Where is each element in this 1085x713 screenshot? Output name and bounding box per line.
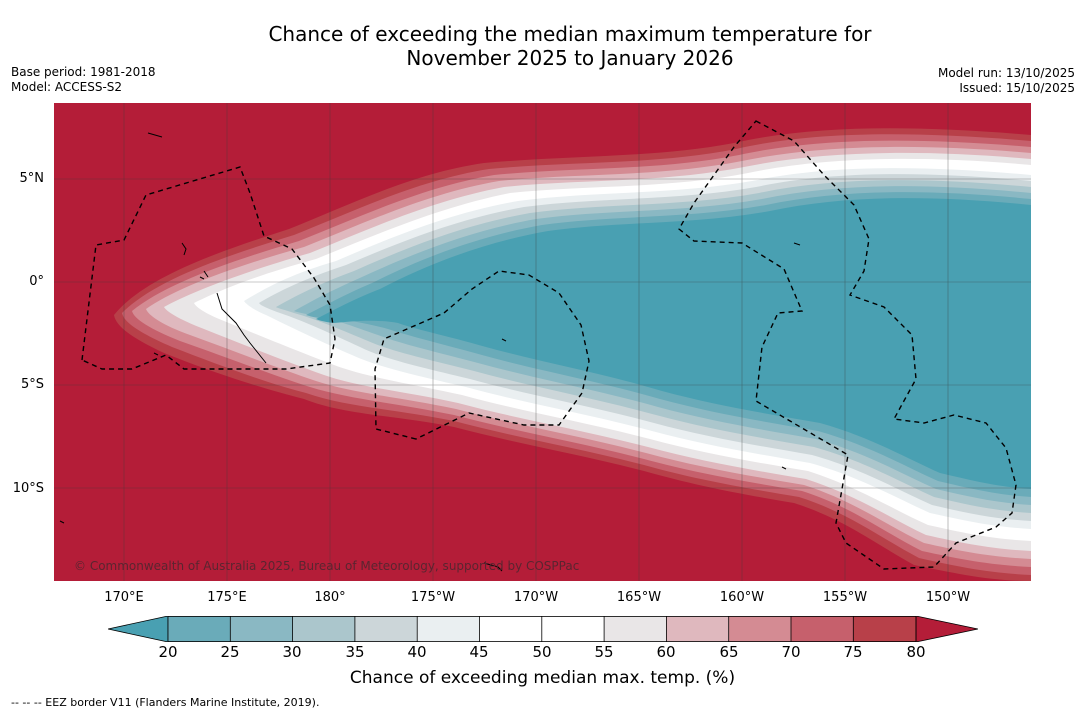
meta-right: Model run: 13/10/2025 Issued: 15/10/2025 <box>938 66 1075 96</box>
colorbar-under-arrow <box>108 616 169 642</box>
colorbar-label: Chance of exceeding median max. temp. (%… <box>349 668 736 688</box>
colorbar-bin-40-45 <box>417 616 480 642</box>
colorbar-bin-25-30 <box>230 616 293 642</box>
eez-borders <box>81 120 1017 570</box>
lon-label-175e: 175°E <box>207 590 247 605</box>
eez-footnote: -- -- -- EEZ border V11 (Flanders Marine… <box>11 696 320 709</box>
island <box>483 562 503 572</box>
cbar-tick-60: 60 <box>656 643 676 661</box>
island <box>203 270 209 278</box>
colorbar-bin-70-75 <box>791 616 854 642</box>
colorbar-bin-35-40 <box>354 616 418 642</box>
contour-band-below-20 <box>316 198 1031 489</box>
cbar-tick-20: 20 <box>158 643 178 661</box>
cbar-tick-40: 40 <box>407 643 427 661</box>
copyright-notice: © Commonwealth of Australia 2025, Bureau… <box>74 559 580 573</box>
island <box>59 520 65 524</box>
map-svg <box>54 103 1031 581</box>
eez-kiribati-phoenix <box>374 270 590 440</box>
colorbar-dividers <box>229 616 854 642</box>
lat-label-5s: 5°S <box>20 377 44 392</box>
cbar-tick-55: 55 <box>594 643 614 661</box>
colorbar-bin-45-50 <box>479 616 542 642</box>
lon-label-165w: 165°W <box>616 590 662 605</box>
islands <box>59 132 801 572</box>
lon-label-155w: 155°W <box>822 590 868 605</box>
colorbar-over-arrow <box>915 616 978 642</box>
model-name: Model: ACCESS-S2 <box>11 80 123 94</box>
colorbar-bin-65-70 <box>728 616 791 642</box>
island <box>216 292 267 364</box>
lon-label-180: 180° <box>314 590 346 605</box>
cbar-tick-50: 50 <box>532 643 552 661</box>
meta-left: Base period: 1981-2018 Model: ACCESS-S2 <box>11 65 156 95</box>
colorbar-bin-60-65 <box>666 616 729 642</box>
island <box>199 276 205 280</box>
model-run: Model run: 13/10/2025 <box>937 66 1075 80</box>
colorbar-frame <box>167 616 917 642</box>
lon-label-150w: 150°W <box>925 590 971 605</box>
lon-label-170e: 170°E <box>104 590 144 605</box>
island <box>153 352 159 356</box>
island <box>781 466 787 470</box>
map-title: Chance of exceeding the median maximum t… <box>0 22 1085 70</box>
lat-label-5n: 5°N <box>19 171 45 186</box>
lat-label-0: 0° <box>29 274 44 289</box>
lon-label-160w: 160°W <box>719 590 765 605</box>
lat-label-10s: 10°S <box>12 481 44 496</box>
colorbar <box>108 616 978 642</box>
island <box>181 242 187 256</box>
colorbar-bin-55-60 <box>604 616 667 642</box>
colorbar-bin-75-80 <box>853 616 916 642</box>
title-line-2: November 2025 to January 2026 <box>406 46 734 70</box>
cbar-tick-45: 45 <box>469 643 489 661</box>
issued-date: Issued: 15/10/2025 <box>959 81 1075 95</box>
cbar-tick-30: 30 <box>282 643 302 661</box>
cbar-tick-25: 25 <box>220 643 240 661</box>
island <box>147 132 163 138</box>
map-panel: © Commonwealth of Australia 2025, Bureau… <box>54 103 1031 581</box>
title-line-1: Chance of exceeding the median maximum t… <box>268 22 872 46</box>
island <box>501 338 507 342</box>
cbar-tick-80: 80 <box>906 643 926 661</box>
cbar-tick-70: 70 <box>781 643 801 661</box>
cbar-tick-75: 75 <box>843 643 863 661</box>
colorbar-bin-50-55 <box>541 616 605 642</box>
cbar-tick-65: 65 <box>719 643 739 661</box>
colorbar-bin-30-35 <box>292 616 355 642</box>
base-period: Base period: 1981-2018 <box>11 65 156 79</box>
graticule <box>54 103 1031 581</box>
cbar-tick-35: 35 <box>345 643 365 661</box>
lon-label-170w: 170°W <box>513 590 559 605</box>
colorbar-bin-20-25 <box>168 616 231 642</box>
lon-label-175w: 175°W <box>410 590 456 605</box>
island <box>793 242 801 246</box>
